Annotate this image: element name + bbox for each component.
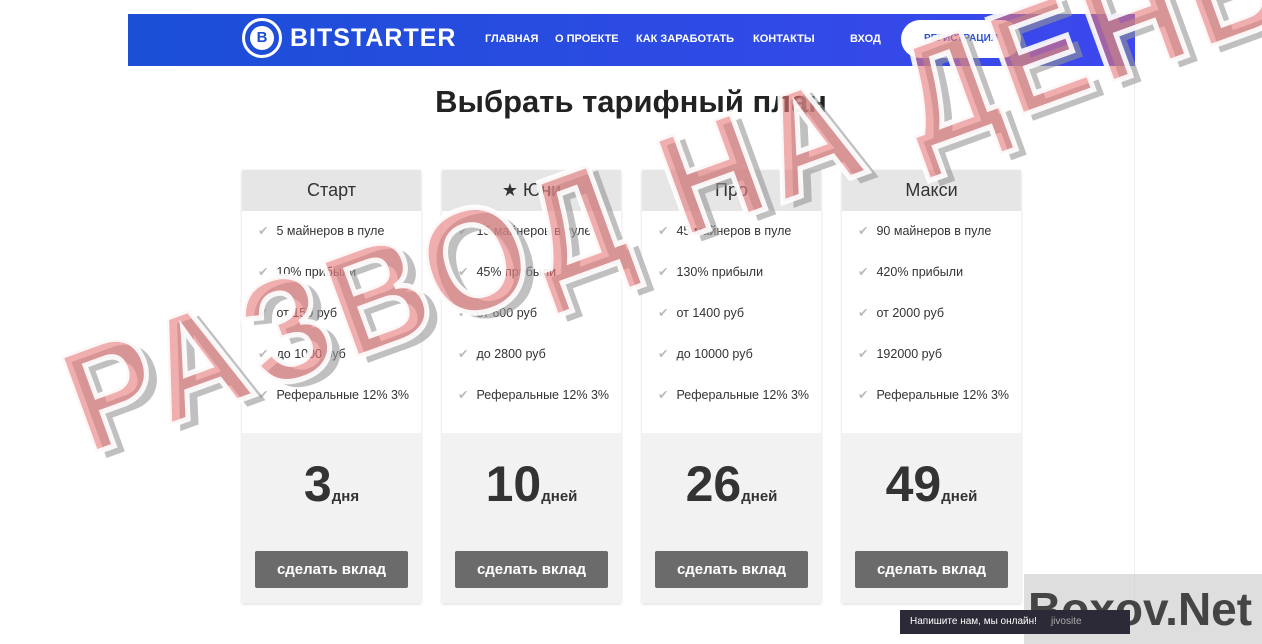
check-icon: ✔	[658, 388, 669, 402]
plan-feature: ✔ 192000 руб	[858, 347, 943, 361]
plan-feature: ✔ от 150 руб	[258, 306, 338, 320]
plan-feature: ✔ 45% прибыли	[458, 265, 557, 279]
plan-header: Старт	[242, 170, 421, 211]
days-unit: дней	[541, 488, 578, 505]
days-number: 3	[303, 456, 332, 512]
check-icon: ✔	[658, 265, 669, 279]
plan-term: 26дней сделать вклад	[642, 433, 821, 603]
chat-brand: jivosite	[1050, 616, 1082, 627]
days-unit: дней	[941, 488, 978, 505]
check-icon: ✔	[658, 224, 669, 238]
nav-about[interactable]: О ПРОЕКТЕ	[555, 33, 619, 45]
plan-feature: ✔ до 2800 руб	[458, 347, 546, 361]
plan-feature: ✔ Реферальные 12% 3%	[658, 388, 810, 402]
top-nav: B BITSTARTER ГЛАВНАЯ О ПРОЕКТЕ КАК ЗАРАБО…	[128, 14, 1135, 66]
bitcoin-icon: B	[242, 18, 282, 58]
brand-name: BITSTARTER	[290, 23, 457, 52]
invest-button[interactable]: сделать вклад	[455, 551, 608, 588]
plan-card: Макси ✔ 90 майнеров в пуле ✔ 420% прибыли ✔ о…	[842, 170, 1021, 603]
register-button[interactable]: РЕГИСТРАЦИЯ	[901, 20, 1021, 58]
page-title: Выбрать тарифный план	[435, 84, 827, 119]
plan-header: Про	[642, 170, 821, 211]
days-number: 49	[885, 456, 942, 512]
check-icon: ✔	[258, 347, 269, 361]
plan-card: ★ Юни ✔ 15 майнеров в пуле ✔ 45% прибыли ✔ от…	[442, 170, 621, 603]
invest-button[interactable]: сделать вклад	[255, 551, 408, 588]
check-icon: ✔	[858, 347, 869, 361]
check-icon: ✔	[258, 224, 269, 238]
check-icon: ✔	[458, 306, 469, 320]
check-icon: ✔	[458, 265, 469, 279]
days-number: 26	[685, 456, 742, 512]
check-icon: ✔	[258, 306, 269, 320]
check-icon: ✔	[458, 224, 469, 238]
days-number: 10	[485, 456, 542, 512]
plan-feature: ✔ 90 майнеров в пуле	[858, 224, 992, 238]
plan-feature: ✔ до 10000 руб	[658, 347, 753, 361]
plan-feature: ✔ Реферальные 12% 3%	[458, 388, 610, 402]
check-icon: ✔	[258, 388, 269, 402]
chat-widget[interactable]: Напишите нам, мы онлайн! jivosite	[900, 610, 1130, 634]
plan-header: Макси	[842, 170, 1021, 211]
check-icon: ✔	[458, 388, 469, 402]
plan-feature: ✔ 10% прибыли	[258, 265, 357, 279]
plan-name: Макси	[905, 180, 958, 200]
plan-card: Про ✔ 45 майнеров в пуле ✔ 130% прибыли ✔ от …	[642, 170, 821, 603]
check-icon: ✔	[858, 306, 869, 320]
nav-login[interactable]: ВХОД	[850, 33, 881, 45]
check-icon: ✔	[258, 265, 269, 279]
plan-feature: ✔ 5 майнеров в пуле	[258, 224, 385, 238]
logo[interactable]: B BITSTARTER	[242, 18, 456, 58]
days-unit: дня	[331, 488, 360, 505]
check-icon: ✔	[658, 306, 669, 320]
check-icon: ✔	[858, 265, 869, 279]
divider	[1134, 66, 1135, 606]
invest-button[interactable]: сделать вклад	[655, 551, 808, 588]
plan-term: 10дней сделать вклад	[442, 433, 621, 603]
plan-name: Юни	[522, 180, 562, 200]
plan-header: ★ Юни	[442, 170, 621, 211]
plan-feature: ✔ 130% прибыли	[658, 265, 764, 279]
plan-feature: ✔ 420% прибыли	[858, 265, 964, 279]
plan-feature: ✔ от 600 руб	[458, 306, 538, 320]
plan-name: Про	[715, 180, 748, 200]
check-icon: ✔	[458, 347, 469, 361]
nav-contacts[interactable]: КОНТАКТЫ	[753, 33, 815, 45]
plan-feature: ✔ от 1400 руб	[658, 306, 745, 320]
check-icon: ✔	[858, 224, 869, 238]
days-unit: дней	[741, 488, 778, 505]
check-icon: ✔	[658, 347, 669, 361]
plan-name: Старт	[307, 180, 356, 200]
plan-card: Старт ✔ 5 майнеров в пуле ✔ 10% прибыли ✔ от …	[242, 170, 421, 603]
plan-feature: ✔ 45 майнеров в пуле	[658, 224, 792, 238]
plan-term: 49дней сделать вклад	[842, 433, 1021, 603]
invest-button[interactable]: сделать вклад	[855, 551, 1008, 588]
plan-feature: ✔ от 2000 руб	[858, 306, 945, 320]
plan-term: 3дня сделать вклад	[242, 433, 421, 603]
nav-earn[interactable]: КАК ЗАРАБОТАТЬ	[636, 33, 735, 45]
chat-text: Напишите нам, мы онлайн!	[910, 616, 1037, 627]
nav-home[interactable]: ГЛАВНАЯ	[485, 33, 539, 45]
check-icon: ✔	[858, 388, 869, 402]
plan-feature: ✔ 15 майнеров в пуле	[458, 224, 592, 238]
star-icon: ★	[501, 180, 523, 200]
plan-feature: ✔ Реферальные 12% 3%	[258, 388, 410, 402]
plan-feature: ✔ Реферальные 12% 3%	[858, 388, 1010, 402]
plan-feature: ✔ до 1000 руб	[258, 347, 346, 361]
